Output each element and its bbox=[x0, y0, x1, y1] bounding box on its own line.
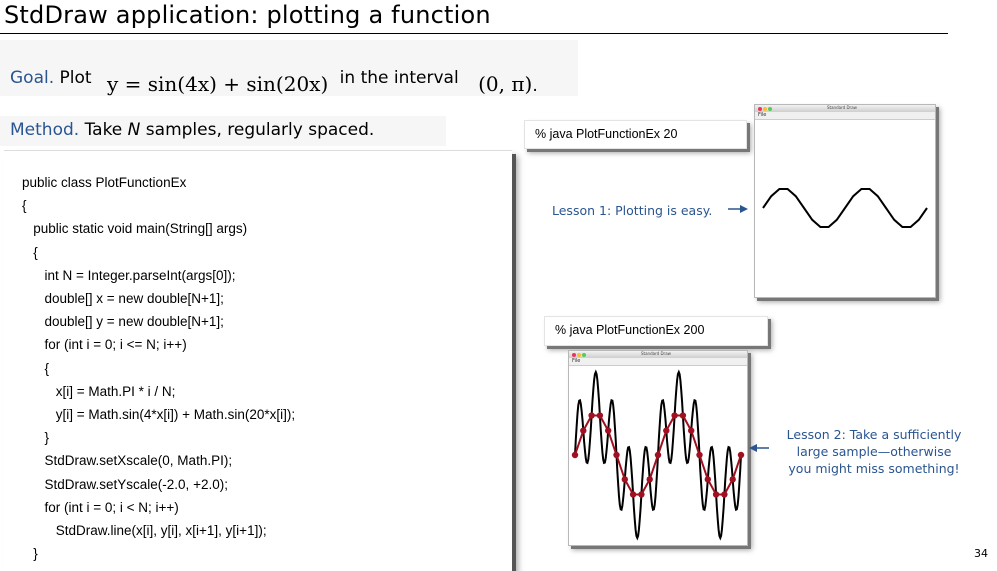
method-text-pre: Take bbox=[84, 120, 123, 140]
method-n: N bbox=[127, 120, 141, 140]
sample-point bbox=[588, 412, 595, 419]
arrow-right-icon bbox=[728, 205, 748, 213]
standard-draw-window-200: Standard Draw File bbox=[568, 350, 748, 546]
title-divider bbox=[0, 33, 948, 34]
sample-point bbox=[654, 451, 662, 459]
sample-point bbox=[596, 412, 604, 419]
lesson-1: Lesson 1: Plotting is easy. bbox=[552, 203, 713, 218]
goal-label: Goal. bbox=[10, 68, 55, 88]
zoom-icon[interactable] bbox=[582, 353, 586, 357]
code-line: for (int i = 0; i <= N; i++) bbox=[22, 337, 187, 353]
sample-point bbox=[712, 491, 720, 498]
sample-point bbox=[638, 491, 645, 498]
sample-point bbox=[613, 451, 620, 459]
sample-point bbox=[580, 427, 587, 434]
code-line: double[] y = new double[N+1]; bbox=[22, 314, 224, 330]
sample-point bbox=[696, 451, 703, 459]
code-line: StdDraw.setXscale(0, Math.PI); bbox=[22, 453, 233, 469]
code-line: StdDraw.setYscale(-2.0, +2.0); bbox=[22, 476, 228, 492]
code-line: int N = Integer.parseInt(args[0]); bbox=[22, 267, 236, 283]
close-icon[interactable] bbox=[758, 107, 762, 111]
file-menu[interactable]: File bbox=[572, 358, 581, 364]
method-band bbox=[0, 116, 446, 146]
page-number: 34 bbox=[974, 547, 988, 560]
command-run-200: % java PlotFunctionEx 200 bbox=[544, 316, 768, 346]
close-icon[interactable] bbox=[572, 353, 576, 357]
method-statement: Method. Take N samples, regularly spaced… bbox=[10, 120, 374, 140]
sample-point bbox=[646, 476, 653, 483]
sample-point bbox=[663, 427, 670, 434]
window-title: Standard Draw bbox=[641, 351, 671, 356]
plot-20-samples bbox=[762, 188, 928, 228]
code-listing: public class PlotFunctionEx { public stat… bbox=[4, 150, 512, 571]
sample-point bbox=[605, 427, 612, 434]
code-line: public static void main(String[] args) bbox=[22, 221, 248, 237]
minimize-icon[interactable] bbox=[577, 353, 581, 357]
code-line: { bbox=[22, 198, 27, 214]
standard-draw-window-20: Standard Draw File bbox=[754, 104, 936, 298]
code-line: double[] x = new double[N+1]; bbox=[22, 291, 224, 306]
sample-point bbox=[729, 476, 736, 483]
code-line: y[i] = Math.sin(4*x[i]) + Math.sin(20*x[… bbox=[22, 407, 296, 422]
method-label: Method. bbox=[10, 120, 80, 140]
goal-period: . bbox=[532, 76, 538, 96]
code-line: { bbox=[22, 244, 38, 260]
code-line: { bbox=[22, 360, 50, 376]
lesson-2-line-2: large sample—otherwise bbox=[796, 444, 952, 459]
goal-formula: y = sin(4x) + sin(20x) bbox=[106, 72, 329, 96]
sample-point bbox=[571, 451, 579, 459]
code-line: StdDraw.line(x[i], y[i], x[i+1], y[i+1])… bbox=[22, 523, 267, 538]
file-menu[interactable]: File bbox=[758, 112, 767, 118]
zoom-icon[interactable] bbox=[768, 107, 772, 111]
sample-point bbox=[737, 451, 745, 459]
code-line: public class PlotFunctionEx bbox=[22, 175, 187, 190]
sample-point bbox=[621, 476, 628, 483]
goal-statement: Goal. Plot y = sin(4x) + sin(20x) in the… bbox=[10, 64, 538, 96]
window-menubar: File bbox=[569, 358, 747, 366]
code-line: x[i] = Math.PI * i / N; bbox=[22, 383, 176, 399]
code-line: } bbox=[22, 430, 50, 446]
lesson-2-line-3: you might miss something! bbox=[788, 461, 960, 476]
sample-point bbox=[704, 476, 711, 483]
window-title: Standard Draw bbox=[827, 105, 857, 110]
sample-point bbox=[629, 491, 637, 498]
series-line-20-samples bbox=[762, 188, 928, 228]
sample-point bbox=[688, 427, 695, 434]
minimize-icon[interactable] bbox=[763, 107, 767, 111]
code-line: for (int i = 0; i < N; i++) bbox=[22, 499, 179, 515]
slide-title: StdDraw application: plotting a function bbox=[4, 1, 491, 29]
code-line: } bbox=[22, 546, 38, 562]
lesson-2-line-1: Lesson 2: Take a sufficiently bbox=[786, 427, 962, 442]
goal-tail: in the interval bbox=[339, 68, 459, 88]
plot-200-samples bbox=[571, 369, 745, 541]
goal-band bbox=[0, 40, 578, 96]
arrow-left-icon bbox=[749, 444, 769, 452]
lesson-2: Lesson 2: Take a sufficiently large samp… bbox=[770, 426, 978, 477]
sample-point bbox=[679, 412, 687, 419]
sample-point bbox=[721, 491, 728, 498]
window-menubar: File bbox=[755, 112, 935, 120]
sample-point bbox=[671, 412, 678, 419]
goal-interval: (0, π) bbox=[478, 72, 533, 96]
goal-text: Plot bbox=[59, 68, 92, 88]
method-text-post: samples, regularly spaced. bbox=[145, 120, 375, 140]
command-run-20: % java PlotFunctionEx 20 bbox=[524, 120, 747, 149]
